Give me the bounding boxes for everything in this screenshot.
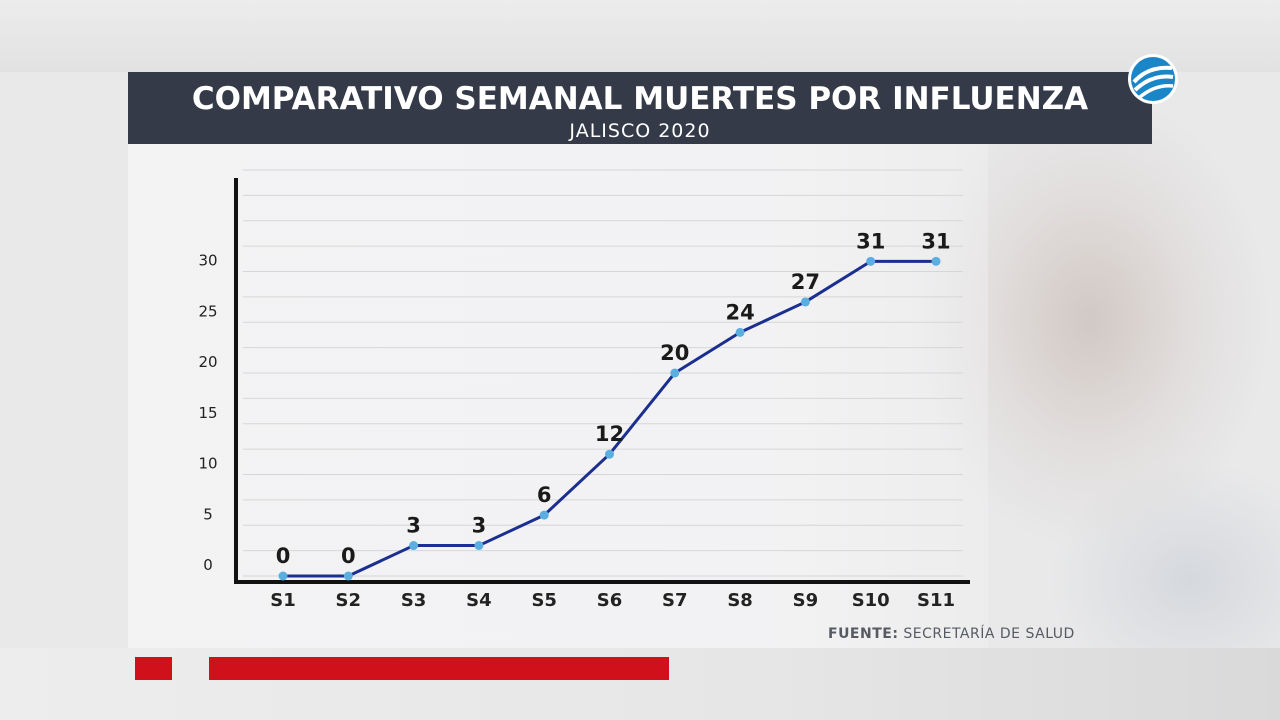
y-tick-label: 20 [198,353,217,371]
y-tick-label: 5 [203,505,213,523]
accent-bar-long [209,657,669,680]
data-point [409,541,419,551]
x-tick-label: S9 [793,590,819,611]
y-tick-label: 15 [198,404,217,422]
y-tick-label: 25 [198,302,217,320]
data-point [278,571,288,581]
series-line [281,259,938,578]
x-tick-label: S5 [531,590,557,611]
series-line-path [281,259,938,578]
data-point [735,327,745,337]
chart-panel [128,144,988,648]
y-tick-label: 0 [203,556,213,574]
data-point [343,571,353,581]
data-point [474,541,484,551]
data-label: 12 [595,422,624,446]
gridlines [243,169,963,577]
data-label: 3 [406,514,421,538]
data-label: 20 [660,341,689,365]
source-text: SECRETARÍA DE SALUD [903,626,1075,642]
chart-title: COMPARATIVO SEMANAL MUERTES POR INFLUENZ… [191,81,1089,117]
data-points [278,256,941,581]
data-label: 6 [537,483,552,507]
x-tick-label: S7 [662,590,688,611]
data-label: 0 [341,544,356,568]
data-point [866,256,876,266]
x-tick-label: S11 [917,590,955,611]
source-label: FUENTE: [828,626,899,642]
y-tick-label: 30 [198,252,217,270]
source-note: FUENTE: SECRETARÍA DE SALUD [828,626,1075,642]
y-tick-label: 10 [198,455,217,473]
x-tick-label: S6 [597,590,623,611]
channel-globe-logo-icon [1126,52,1180,106]
data-point [800,297,810,307]
chart-axes [234,178,970,584]
x-axis-tick-labels: S1 S2 S3 S4 S5 S6 S7 S8 S9 S10 S11 [270,590,955,611]
data-point [605,449,614,459]
y-axis-tick-labels: 0 5 10 15 20 25 30 [198,252,217,575]
data-label: 3 [472,514,487,538]
chart-subtitle: JALISCO 2020 [569,120,711,142]
x-tick-label: S1 [270,590,296,611]
accent-bar-short [135,657,172,680]
x-tick-label: S2 [336,590,362,611]
data-labels: 0 0 3 3 6 12 20 24 27 31 31 [276,229,951,568]
data-label: 0 [276,544,291,568]
data-label: 27 [791,270,820,294]
data-label: 24 [725,300,754,324]
x-tick-label: S8 [727,590,753,611]
x-tick-label: S3 [401,590,427,611]
data-point [931,256,941,266]
x-tick-label: S10 [852,590,890,611]
data-label: 31 [856,229,885,253]
data-point [670,368,680,378]
data-label: 31 [921,229,950,253]
chart-header: COMPARATIVO SEMANAL MUERTES POR INFLUENZ… [128,72,1152,144]
data-point [539,510,549,520]
x-tick-label: S4 [466,590,492,611]
